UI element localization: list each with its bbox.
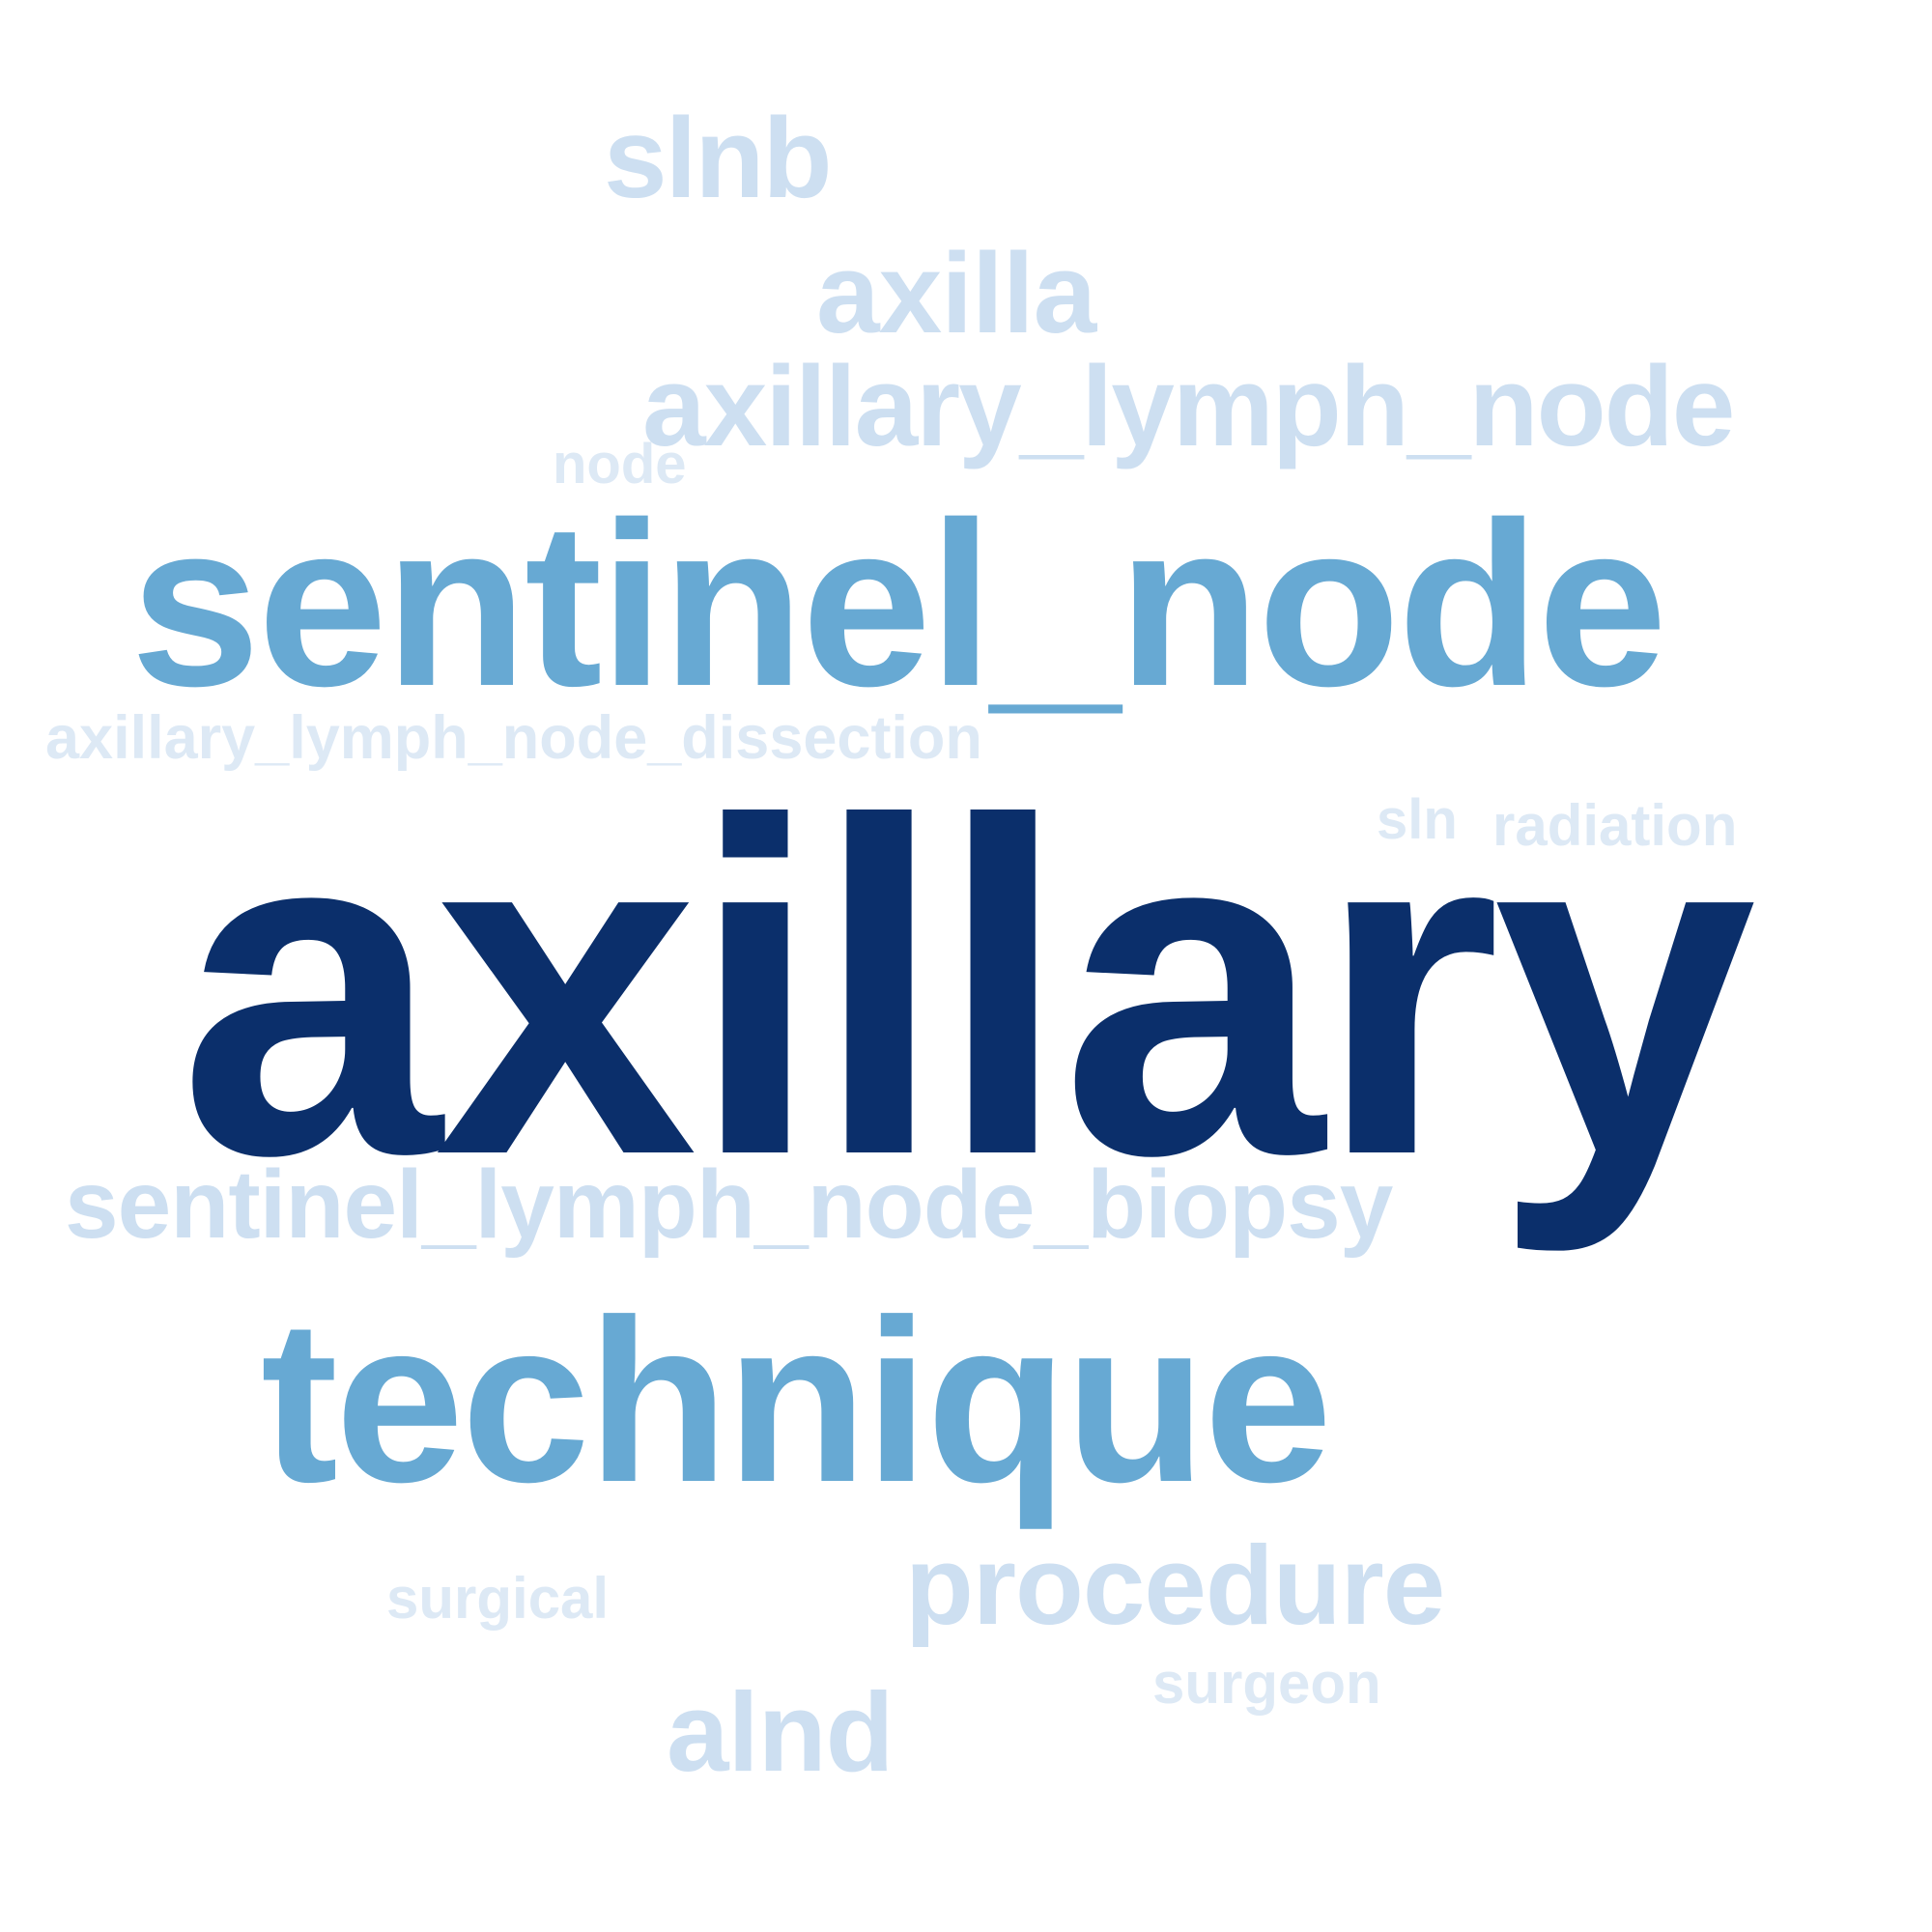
- word-procedure: procedure: [905, 1522, 1445, 1648]
- word-sentinel-lymph-node-biopsy: sentinel_lymph_node_biopsy: [65, 1151, 1393, 1259]
- word-radiation: radiation: [1492, 793, 1738, 858]
- word-axillary-lymph-node-dissection: axillary_lymph_node_dissection: [45, 704, 982, 772]
- word-node: node: [553, 433, 687, 496]
- word-sln: sln: [1377, 788, 1458, 851]
- word-axilla: axilla: [816, 230, 1096, 357]
- word-technique: technique: [261, 1271, 1332, 1530]
- word-slnb: slnb: [604, 95, 833, 222]
- word-axillary-lymph-node: axillary_lymph_node: [642, 343, 1735, 470]
- word-surgeon: surgeon: [1152, 1651, 1381, 1716]
- word-surgical: surgical: [386, 1566, 610, 1631]
- word-alnd: alnd: [667, 1669, 894, 1795]
- word-sentinel-node: sentinel_node: [130, 474, 1667, 735]
- word-axillary: axillary: [179, 724, 1756, 1253]
